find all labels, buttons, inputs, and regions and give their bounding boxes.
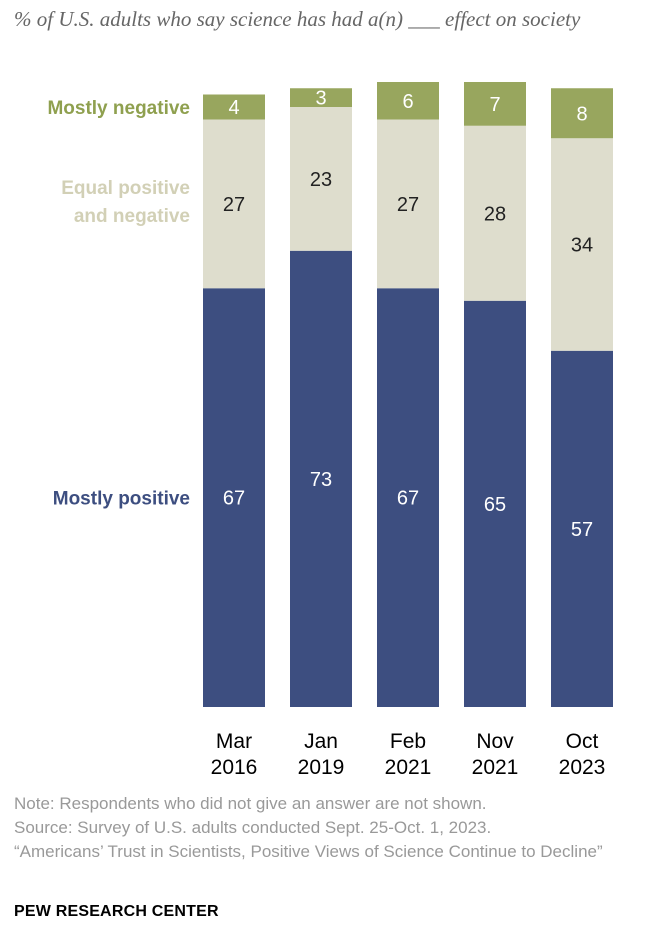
data-label-equal: 27 [397,194,419,216]
legend-equal-line-1: Equal positive [61,178,190,199]
source-text: Source: Survey of U.S. adults conducted … [14,818,492,837]
bar-positive-feb-2021 [377,288,439,707]
bar-positive-oct-2023 [551,350,613,707]
data-label-positive: 67 [397,488,419,510]
x-tick-month: Mar [216,730,252,753]
x-tick-month: Jan [304,730,338,753]
bar-positive-nov-2021 [464,300,526,707]
data-label-equal: 23 [310,169,332,191]
bar-equal-jan-2019 [290,107,352,251]
data-label-positive: 73 [310,469,332,491]
bar-negative-feb-2021 [377,82,439,120]
legend-equal-line-2: and negative [74,206,190,227]
x-tick-month: Feb [390,730,426,753]
data-label-equal: 28 [484,203,506,225]
bar-positive-jan-2019 [290,250,352,707]
pew-logo-text: PEW RESEARCH CENTER [14,903,219,920]
stacked-bar-chart: 67 27 4 Mar 2016 73 23 3 Jan 2019 67 27 6 Feb 2021 65 28… [47,82,613,779]
x-tick-year: 2019 [298,756,345,779]
bar-equal-feb-2021 [377,119,439,289]
x-tick-month: Oct [566,730,599,753]
data-label-positive: 67 [223,488,245,510]
x-tick-year: 2016 [211,756,258,779]
report-title-text: “Americans’ Trust in Scientists, Positiv… [14,842,603,861]
bar-negative-oct-2023 [551,88,613,139]
data-label-equal: 34 [571,235,593,257]
x-tick-month: Nov [476,730,514,753]
bar-negative-mar-2016 [203,94,265,120]
note-text: Note: Respondents who did not give an an… [14,794,487,813]
legend-mostly-positive: Mostly positive [53,489,190,510]
bar-equal-nov-2021 [464,125,526,301]
x-tick-year: 2021 [472,756,519,779]
bar-positive-mar-2016 [203,288,265,707]
data-label-negative: 7 [489,94,500,116]
legend-mostly-negative: Mostly negative [47,98,190,119]
bar-negative-nov-2021 [464,82,526,126]
bar-equal-oct-2023 [551,138,613,351]
chart-notes: Note: Respondents who did not give an an… [14,792,634,864]
chart-subtitle: % of U.S. adults who say science has had… [14,7,581,31]
data-label-positive: 65 [484,494,506,516]
data-label-negative: 3 [315,88,326,110]
bar-negative-jan-2019 [290,88,352,107]
bar-equal-mar-2016 [203,119,265,289]
x-tick-year: 2021 [385,756,432,779]
data-label-equal: 27 [223,194,245,216]
data-label-positive: 57 [571,519,593,541]
x-tick-year: 2023 [559,756,606,779]
data-label-negative: 8 [576,103,587,125]
data-label-negative: 6 [402,91,413,113]
data-label-negative: 4 [228,97,239,119]
